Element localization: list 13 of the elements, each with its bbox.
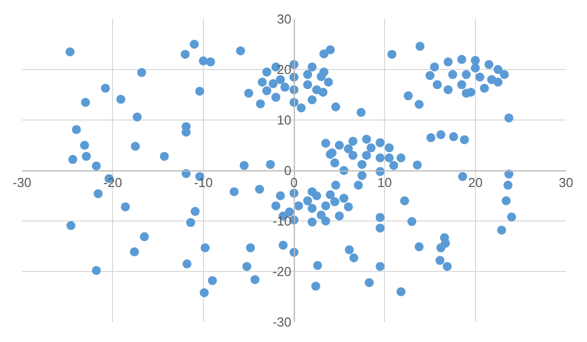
y-tick-label: 10 [276, 112, 292, 128]
x-tick-label: -20 [103, 175, 122, 190]
y-tick-label: 20 [276, 62, 292, 78]
x-tick-label: 30 [558, 175, 574, 190]
x-tick-label: 10 [377, 175, 392, 190]
y-tick-label: -30 [272, 314, 292, 330]
y-tick-label: -10 [272, 214, 292, 229]
y-tick-label: -20 [272, 264, 292, 280]
y-tick-label: 0 [284, 163, 292, 178]
x-tick-label: -30 [12, 175, 32, 190]
x-tick-label: 20 [468, 175, 483, 190]
x-tick-label: -10 [194, 175, 213, 190]
y-tick-label: 30 [276, 12, 292, 27]
